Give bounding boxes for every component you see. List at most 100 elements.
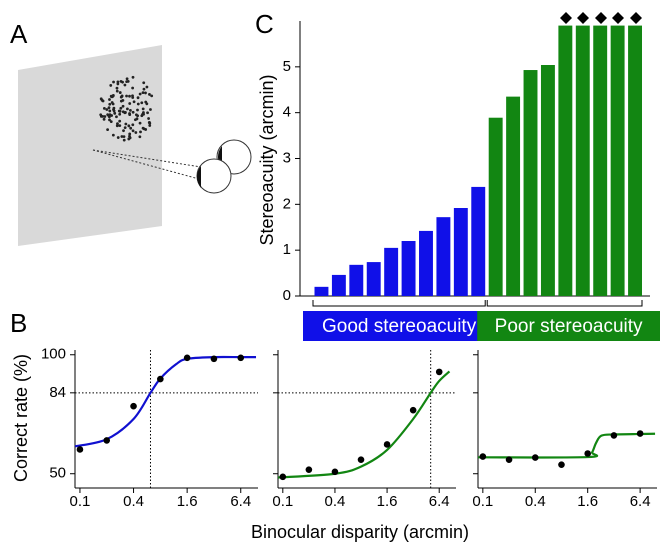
dot <box>108 115 111 119</box>
dot <box>121 110 125 114</box>
fit-curve <box>277 370 451 479</box>
group-bracket <box>312 300 486 307</box>
bar <box>366 262 381 296</box>
dot <box>106 128 109 132</box>
dot <box>118 91 122 94</box>
dot <box>124 122 128 126</box>
y-tick-label: 5 <box>283 58 291 75</box>
dot <box>144 100 148 104</box>
dot <box>125 80 129 83</box>
dot <box>138 135 142 139</box>
dot <box>138 121 142 125</box>
data-point <box>479 453 487 460</box>
dot <box>125 77 129 81</box>
bar <box>384 247 399 296</box>
data-point <box>279 473 287 481</box>
x-tick-label: 0.4 <box>123 493 144 510</box>
dot <box>108 102 112 106</box>
dot <box>150 94 154 98</box>
bar <box>628 25 642 296</box>
x-tick-label: 6.4 <box>429 493 450 510</box>
dot <box>136 102 140 106</box>
y-tick-label: 1 <box>283 241 291 258</box>
dot <box>139 130 142 134</box>
fit-curve <box>477 432 656 459</box>
bar <box>471 186 486 296</box>
dot <box>132 100 136 104</box>
x-axis-label: Binocular disparity (arcmin) <box>251 522 469 542</box>
bar <box>593 25 608 296</box>
dot <box>148 124 152 127</box>
dot <box>146 111 149 115</box>
dot <box>127 124 131 128</box>
dot <box>131 110 135 114</box>
group-label: Poor stereoacuity <box>495 316 643 337</box>
data-point <box>531 454 539 461</box>
dot <box>148 121 151 124</box>
y-axis-label: Stereoacuity (arcmin) <box>257 74 277 245</box>
dot <box>122 129 125 133</box>
bar <box>540 65 555 296</box>
dot <box>115 86 119 90</box>
x-tick-label: 6.4 <box>230 493 251 510</box>
dot <box>141 91 145 95</box>
dot <box>103 115 107 118</box>
dot <box>118 112 122 116</box>
dot <box>128 112 131 115</box>
dot <box>107 106 111 110</box>
x-tick-label: 0.1 <box>472 493 493 510</box>
x-tick-label: 0.4 <box>325 493 346 510</box>
dot <box>128 132 132 136</box>
bar <box>453 208 468 296</box>
data-point <box>210 355 218 363</box>
data-point <box>183 354 191 362</box>
data-point <box>636 430 644 437</box>
dot <box>142 81 146 85</box>
dot <box>108 98 111 101</box>
data-point <box>435 368 443 376</box>
dot <box>115 124 119 128</box>
dot <box>123 126 127 130</box>
dot <box>141 126 145 130</box>
data-point <box>331 468 339 476</box>
dot <box>147 117 150 120</box>
dot <box>109 84 113 87</box>
data-point <box>237 354 245 362</box>
dot <box>120 135 124 138</box>
dot <box>122 135 126 139</box>
dot <box>120 94 124 98</box>
dot <box>115 115 118 119</box>
fit-curve <box>74 355 257 448</box>
bar <box>575 25 590 296</box>
data-point <box>76 446 84 453</box>
data-point <box>130 402 137 410</box>
bar <box>436 217 451 296</box>
dot <box>131 94 134 98</box>
data-point <box>157 375 164 383</box>
data-point <box>558 461 565 468</box>
dot <box>109 120 113 124</box>
dot <box>149 108 152 111</box>
y-axis-label: Correct rate (%) <box>11 354 31 482</box>
pupil <box>196 166 201 188</box>
x-tick-label: 1.6 <box>377 493 398 510</box>
dot <box>144 128 148 131</box>
dot <box>131 123 135 127</box>
dot <box>108 118 111 122</box>
panel-label: A <box>10 19 28 49</box>
dot <box>136 96 140 100</box>
eye <box>196 158 232 194</box>
dot <box>136 108 139 112</box>
x-tick-label: 1.6 <box>577 493 598 510</box>
dot <box>111 133 115 137</box>
dot <box>122 138 126 142</box>
dot <box>116 136 120 139</box>
data-point <box>584 450 591 457</box>
dot <box>116 122 119 126</box>
y-tick-label: 4 <box>283 104 291 121</box>
y-tick-label: 50 <box>49 465 66 482</box>
x-tick-label: 0.4 <box>525 493 546 510</box>
dot <box>140 101 144 105</box>
bar <box>349 264 364 296</box>
bar <box>558 25 573 296</box>
